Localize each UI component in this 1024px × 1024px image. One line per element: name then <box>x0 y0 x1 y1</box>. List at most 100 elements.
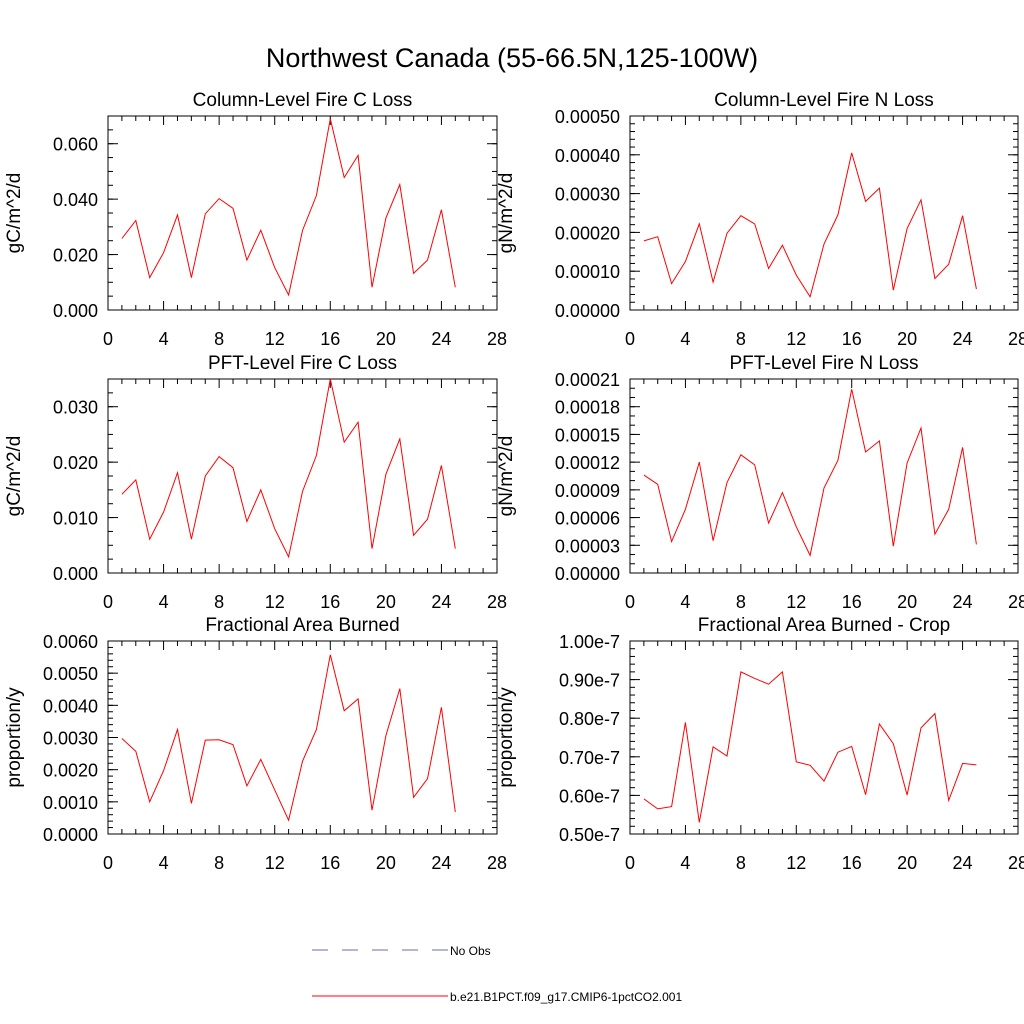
y-axis-label: proportion/y <box>496 687 517 788</box>
y-tick-label: 0.000 <box>53 564 98 584</box>
y-tick-label: 0.0040 <box>43 696 98 716</box>
y-tick-label: 0.0030 <box>43 729 98 749</box>
x-tick-label: 28 <box>1008 329 1024 349</box>
y-tick-label: 0.00009 <box>555 481 620 501</box>
y-axis-label: gN/m^2/d <box>496 173 517 254</box>
x-tick-label: 20 <box>897 329 917 349</box>
x-tick-label: 20 <box>897 853 917 873</box>
x-tick-label: 24 <box>953 853 973 873</box>
panel-title: Column-Level Fire C Loss <box>193 90 413 111</box>
y-tick-label: 0.00003 <box>555 536 620 556</box>
y-tick-label: 0.00021 <box>555 370 620 390</box>
y-axis-label: gC/m^2/d <box>4 173 25 254</box>
y-tick-label: 0.040 <box>53 190 98 210</box>
y-tick-label: 0.00030 <box>555 185 620 205</box>
legend-label: b.e21.B1PCT.f09_g17.CMIP6-1pctCO2.001 <box>450 990 682 1004</box>
series-line <box>121 118 456 297</box>
x-tick-label: 0 <box>625 592 635 612</box>
series-line <box>121 378 456 559</box>
y-tick-label: 0.00015 <box>555 425 620 445</box>
panel-1: Column-Level Fire C Loss gC/m^2/d 0 4 8 12 16 2… <box>4 90 507 349</box>
y-tick-label: 0.90e-7 <box>559 671 620 691</box>
x-tick-label: 24 <box>431 853 451 873</box>
plot-frame <box>629 115 1019 311</box>
x-tick-label: 28 <box>1008 853 1024 873</box>
series-line <box>643 152 977 299</box>
x-tick-label: 24 <box>953 329 973 349</box>
x-tick-label: 12 <box>265 592 285 612</box>
x-tick-label: 0 <box>103 592 113 612</box>
series-line <box>121 654 456 822</box>
y-tick-label: 0.010 <box>53 509 98 529</box>
plot-frame <box>107 640 498 835</box>
x-tick-label: 16 <box>842 329 862 349</box>
x-tick-label: 8 <box>214 592 224 612</box>
x-tick-label: 16 <box>842 592 862 612</box>
x-tick-label: 16 <box>320 592 340 612</box>
y-tick-label: 0.0020 <box>43 761 98 781</box>
x-tick-label: 12 <box>786 329 806 349</box>
plot-frame <box>629 378 1019 574</box>
y-tick-label: 0.50e-7 <box>559 825 620 845</box>
panel-title: Column-Level Fire N Loss <box>714 90 934 111</box>
x-tick-label: 0 <box>625 329 635 349</box>
y-tick-label: 0.0000 <box>43 825 98 845</box>
x-tick-label: 0 <box>103 329 113 349</box>
plot-frame <box>107 115 498 311</box>
panel-title: Fractional Area Burned - Crop <box>698 615 950 636</box>
y-tick-label: 0.00040 <box>555 146 620 166</box>
y-tick-label: 0.000 <box>53 301 98 321</box>
y-tick-label: 0.60e-7 <box>559 786 620 806</box>
x-tick-label: 12 <box>265 853 285 873</box>
panel-title: PFT-Level Fire C Loss <box>208 353 397 374</box>
figure-title: Northwest Canada (55-66.5N,125-100W) <box>266 43 758 73</box>
y-tick-label: 0.00010 <box>555 262 620 282</box>
x-tick-label: 8 <box>736 592 746 612</box>
legend: No Obs b.e21.B1PCT.f09_g17.CMIP6-1pctCO2.… <box>312 944 682 1004</box>
x-tick-label: 4 <box>159 853 169 873</box>
y-tick-label: 0.00006 <box>555 509 620 529</box>
panels: Column-Level Fire C Loss gC/m^2/d 0 4 8 12 16 2… <box>4 90 1024 873</box>
x-tick-label: 8 <box>214 853 224 873</box>
x-tick-label: 28 <box>487 329 507 349</box>
y-tick-label: 0.00000 <box>555 301 620 321</box>
x-tick-label: 16 <box>842 853 862 873</box>
y-tick-label: 0.00018 <box>555 398 620 418</box>
y-axis-label: gC/m^2/d <box>4 436 25 517</box>
x-tick-label: 0 <box>103 853 113 873</box>
x-tick-label: 24 <box>953 592 973 612</box>
y-tick-label: 0.0010 <box>43 793 98 813</box>
panel-5: Fractional Area Burned proportion/y 0 4 8 12 1… <box>4 615 507 873</box>
x-tick-label: 20 <box>376 329 396 349</box>
x-tick-label: 8 <box>736 853 746 873</box>
x-tick-label: 24 <box>431 592 451 612</box>
x-tick-label: 16 <box>320 329 340 349</box>
x-tick-label: 16 <box>320 853 340 873</box>
y-tick-label: 0.00020 <box>555 223 620 243</box>
x-tick-label: 12 <box>265 329 285 349</box>
panel-6: Fractional Area Burned - Crop proportion/… <box>496 615 1024 873</box>
y-axis-label: gN/m^2/d <box>496 436 517 517</box>
x-tick-label: 4 <box>159 329 169 349</box>
y-tick-label: 0.80e-7 <box>559 709 620 729</box>
y-tick-label: 0.0060 <box>43 632 98 652</box>
y-tick-label: 0.030 <box>53 398 98 418</box>
x-tick-label: 20 <box>376 853 396 873</box>
x-tick-label: 12 <box>786 592 806 612</box>
series-line <box>643 389 977 557</box>
x-tick-label: 28 <box>487 592 507 612</box>
y-tick-label: 0.020 <box>53 246 98 266</box>
y-axis-label: proportion/y <box>4 687 25 788</box>
x-tick-label: 24 <box>431 329 451 349</box>
y-tick-label: 1.00e-7 <box>559 632 620 652</box>
x-tick-label: 4 <box>680 329 690 349</box>
y-tick-label: 0.020 <box>53 453 98 473</box>
y-tick-label: 0.00050 <box>555 107 620 127</box>
y-tick-label: 0.00012 <box>555 453 620 473</box>
series-line <box>643 670 977 823</box>
panel-2: Column-Level Fire N Loss gN/m^2/d 0 4 8 12 16 2… <box>496 90 1024 349</box>
x-tick-label: 8 <box>214 329 224 349</box>
x-tick-label: 20 <box>897 592 917 612</box>
y-tick-label: 0.70e-7 <box>559 748 620 768</box>
